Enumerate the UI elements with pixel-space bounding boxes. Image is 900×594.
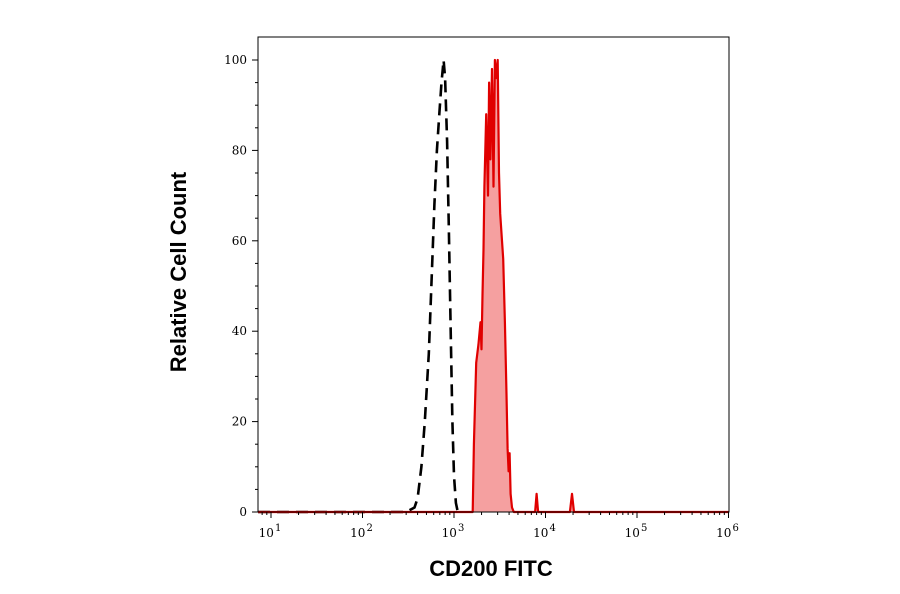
y-axis: 0 20 40 60 80 100	[224, 53, 258, 519]
y-tick-label: 40	[232, 324, 247, 338]
x-tick-label: 105	[625, 523, 648, 540]
x-tick-label: 106	[716, 523, 739, 540]
series-1-fill	[258, 60, 729, 512]
x-axis: 101 102 103 104 105 106	[259, 512, 739, 540]
series-0-line	[258, 59, 460, 514]
y-tick-label: 20	[232, 415, 247, 429]
plot-area-frame	[257, 36, 730, 513]
y-axis-title: Relative Cell Count	[166, 171, 191, 372]
y-tick-label: 0	[239, 505, 247, 519]
x-tick-label: 101	[259, 523, 282, 540]
y-tick-label: 100	[224, 53, 247, 67]
y-tick-label: 60	[232, 234, 247, 248]
x-tick-label: 102	[350, 523, 373, 540]
x-tick-label: 104	[533, 523, 556, 540]
x-tick-label: 103	[442, 523, 465, 540]
y-tick-label: 80	[232, 143, 247, 157]
series-layer	[258, 58, 729, 514]
x-axis-title: CD200 FITC	[429, 556, 553, 581]
